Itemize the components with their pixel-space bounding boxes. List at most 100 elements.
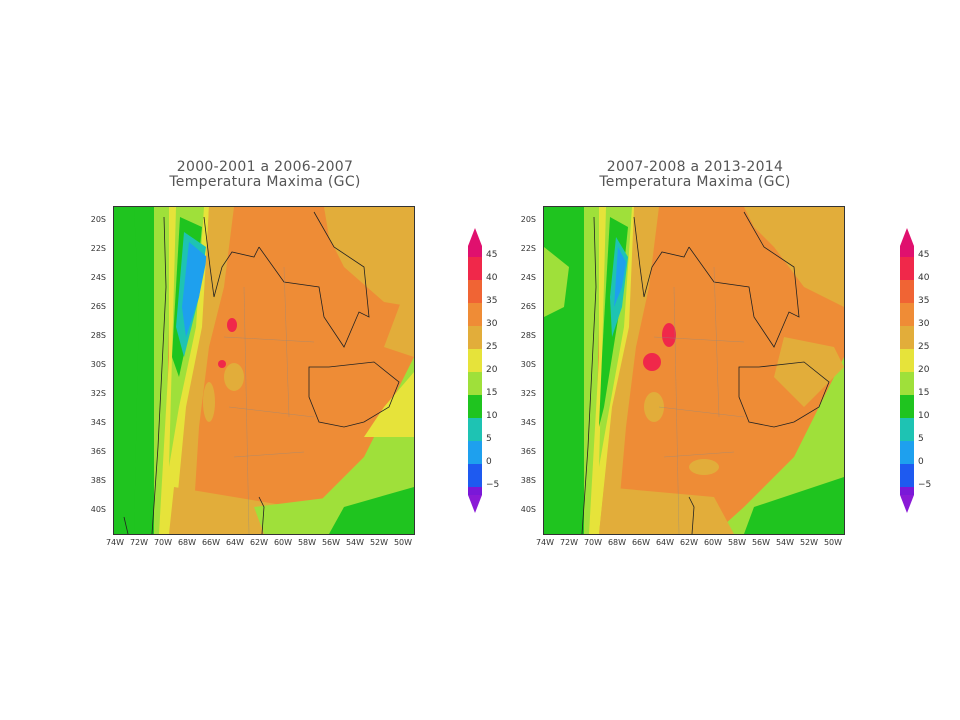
colorbar-label: 35 bbox=[918, 296, 930, 306]
lat-label: 22S bbox=[90, 244, 106, 253]
lat-label: 34S bbox=[520, 418, 536, 427]
colorbar-segment bbox=[468, 418, 482, 441]
map-panel-left: 2000-2001 a 2006-2007 Temperatura Maxima… bbox=[91, 159, 420, 547]
lon-label: 72W bbox=[559, 538, 579, 547]
colorbar-label: 45 bbox=[918, 250, 930, 260]
lat-label: 36S bbox=[520, 447, 536, 456]
lon-label: 66W bbox=[631, 538, 651, 547]
lat-label: 26S bbox=[520, 302, 536, 311]
colorbar-label: 0 bbox=[486, 457, 492, 467]
lon-label: 60W bbox=[273, 538, 293, 547]
colorbar-segment bbox=[468, 349, 482, 372]
colorbar-segment bbox=[468, 246, 482, 257]
colorbar-label: 30 bbox=[486, 319, 498, 329]
lat-label: 20S bbox=[90, 215, 106, 224]
colorbar-segment bbox=[468, 464, 482, 487]
colorbar-label: 35 bbox=[486, 296, 498, 306]
colorbar-bottom-arrow bbox=[468, 495, 482, 513]
lon-label: 50W bbox=[823, 538, 843, 547]
colorbar-segment bbox=[900, 257, 914, 280]
lon-label: 56W bbox=[321, 538, 341, 547]
panel-title-line2: Temperatura Maxima (GC) bbox=[599, 174, 791, 190]
colorbar-segment bbox=[468, 441, 482, 464]
lon-label: 70W bbox=[153, 538, 173, 547]
colorbar-segment bbox=[468, 280, 482, 303]
colorbar-segment bbox=[900, 418, 914, 441]
colorbar-left: 45 40 35 30 25 20 15 10 5 0 −5 bbox=[462, 228, 522, 513]
lon-label: 70W bbox=[583, 538, 603, 547]
lat-label: 30S bbox=[520, 360, 536, 369]
colorbar-segment bbox=[468, 257, 482, 280]
panel-title-line2: Temperatura Maxima (GC) bbox=[169, 174, 361, 190]
lon-label: 68W bbox=[607, 538, 627, 547]
colorbar-segment bbox=[900, 349, 914, 372]
colorbar-segment bbox=[900, 464, 914, 487]
lon-label: 62W bbox=[679, 538, 699, 547]
colorbar-segment bbox=[900, 326, 914, 349]
colorbar-label: 0 bbox=[918, 457, 924, 467]
lat-label: 40S bbox=[520, 505, 536, 514]
colorbar-label: 40 bbox=[486, 273, 498, 283]
lat-label: 20S bbox=[520, 215, 536, 224]
colorbar-label: 10 bbox=[486, 411, 498, 421]
colorbar-segment bbox=[900, 441, 914, 464]
colorbar-segment bbox=[900, 246, 914, 257]
colorbar-bottom-arrow bbox=[900, 495, 914, 513]
colorbar-label: 5 bbox=[918, 434, 924, 444]
lat-label: 26S bbox=[90, 302, 106, 311]
temperature-map bbox=[543, 206, 845, 535]
lon-label: 74W bbox=[535, 538, 555, 547]
lat-label: 38S bbox=[520, 476, 536, 485]
lon-label: 60W bbox=[703, 538, 723, 547]
colorbar-label: 15 bbox=[486, 388, 498, 398]
lon-label: 74W bbox=[105, 538, 125, 547]
colorbar-label: 15 bbox=[918, 388, 930, 398]
lat-label: 38S bbox=[90, 476, 106, 485]
lat-label: 34S bbox=[90, 418, 106, 427]
colorbar-label: 40 bbox=[918, 273, 930, 283]
panel-title-line1: 2007-2008 a 2013-2014 bbox=[606, 159, 784, 175]
lon-label: 52W bbox=[369, 538, 389, 547]
colorbar-segment bbox=[900, 303, 914, 326]
lon-label: 58W bbox=[727, 538, 747, 547]
map-panel-right: 2007-2008 a 2013-2014 Temperatura Maxima… bbox=[521, 159, 850, 547]
lon-label: 62W bbox=[249, 538, 269, 547]
lon-label: 52W bbox=[799, 538, 819, 547]
colorbar-segment bbox=[468, 303, 482, 326]
colorbar-segment bbox=[900, 395, 914, 418]
lat-label: 40S bbox=[90, 505, 106, 514]
lon-label: 72W bbox=[129, 538, 149, 547]
colorbar-segment bbox=[900, 280, 914, 303]
lat-label: 36S bbox=[90, 447, 106, 456]
lat-label: 28S bbox=[520, 331, 536, 340]
colorbar-label: −5 bbox=[486, 480, 500, 490]
lon-label: 50W bbox=[393, 538, 413, 547]
colorbar-top-arrow bbox=[900, 228, 914, 246]
lat-label: 22S bbox=[520, 244, 536, 253]
colorbar-segment bbox=[468, 372, 482, 395]
lon-label: 66W bbox=[201, 538, 221, 547]
colorbar-label: 30 bbox=[918, 319, 930, 329]
lat-label: 30S bbox=[90, 360, 106, 369]
lat-label: 32S bbox=[90, 389, 106, 398]
colorbar-label: 25 bbox=[918, 342, 930, 352]
temperature-map bbox=[113, 206, 415, 535]
colorbar-segment bbox=[900, 372, 914, 395]
lat-label: 24S bbox=[90, 273, 106, 282]
lat-label: 32S bbox=[520, 389, 536, 398]
lat-label: 24S bbox=[520, 273, 536, 282]
colorbar-segment bbox=[468, 487, 482, 495]
colorbar-top-arrow bbox=[468, 228, 482, 246]
lon-label: 58W bbox=[297, 538, 317, 547]
colorbar-label: 5 bbox=[486, 434, 492, 444]
colorbar-segment bbox=[900, 487, 914, 495]
lon-label: 64W bbox=[225, 538, 245, 547]
lon-label: 56W bbox=[751, 538, 771, 547]
colorbar-label: 45 bbox=[486, 250, 498, 260]
lon-label: 64W bbox=[655, 538, 675, 547]
colorbar-right: 45 40 35 30 25 20 15 10 5 0 −5 bbox=[894, 228, 954, 513]
lon-label: 54W bbox=[345, 538, 365, 547]
colorbar-label: −5 bbox=[918, 480, 932, 490]
panel-title-line1: 2000-2001 a 2006-2007 bbox=[176, 159, 354, 175]
colorbar-segment bbox=[468, 395, 482, 418]
